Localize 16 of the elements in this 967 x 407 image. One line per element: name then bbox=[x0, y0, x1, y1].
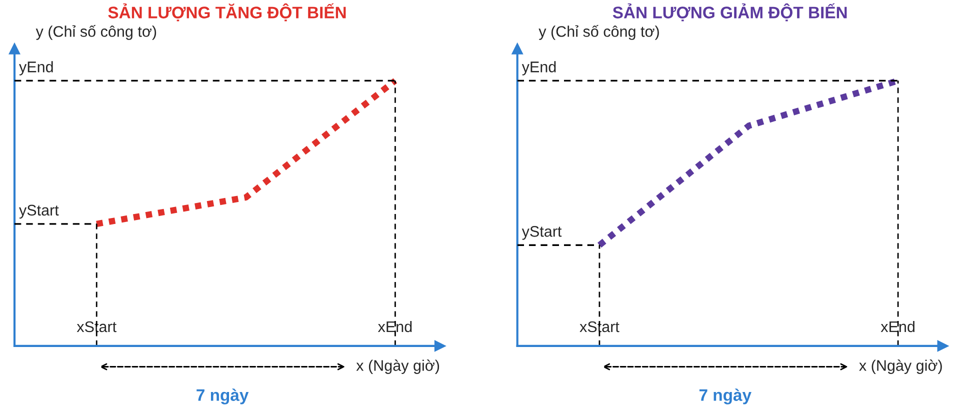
y-axis-title: y (Chỉ số công tơ) bbox=[538, 25, 659, 40]
x-axis-title: x (Ngày giờ) bbox=[356, 360, 440, 374]
x-tick-label: xStart bbox=[580, 321, 620, 332]
ref-line-label: yEnd bbox=[19, 61, 53, 76]
y-axis-title: y (Chỉ số công tơ) bbox=[36, 25, 156, 40]
ref-line-label: yStart bbox=[19, 204, 59, 219]
x-tick-label: xEnd bbox=[880, 320, 914, 332]
x-tick-label: xStart bbox=[76, 321, 116, 332]
chart-title: SẢN LƯỢNG TĂNG ĐỘT BIẾN bbox=[108, 3, 346, 22]
text: 7 ngày bbox=[699, 388, 752, 404]
chart-title: SẢN LƯỢNG GIẢM ĐỘT BIẾN bbox=[612, 3, 847, 22]
x-axis-title: x (Ngày giờ) bbox=[859, 360, 942, 374]
x-tick-label: xEnd bbox=[378, 320, 412, 332]
ref-line-label: yStart bbox=[522, 226, 562, 240]
ref-line-label: yEnd bbox=[522, 61, 556, 76]
text: 7 ngày bbox=[196, 388, 249, 404]
